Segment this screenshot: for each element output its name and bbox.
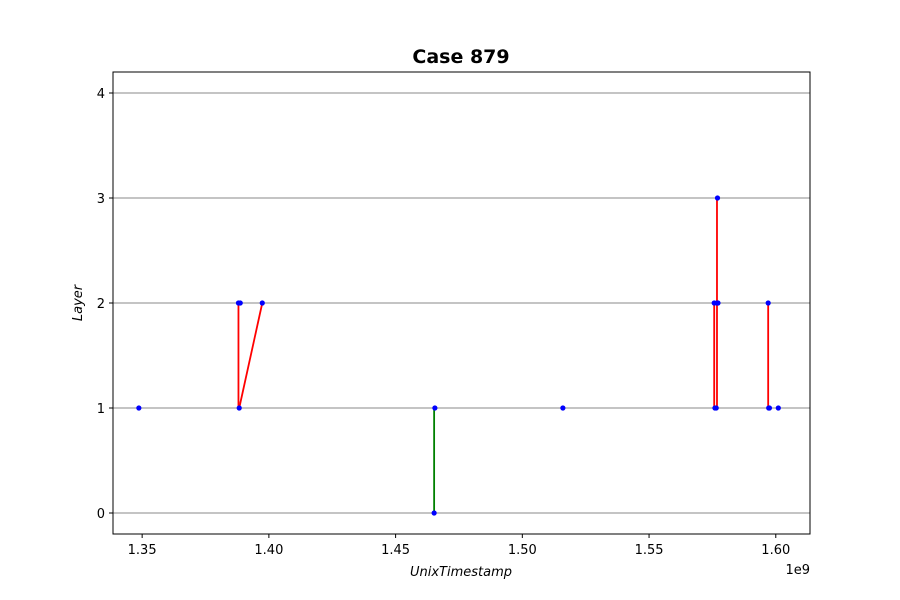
x-tick-label: 1.40 xyxy=(254,543,283,558)
x-tick-label: 1.45 xyxy=(381,543,410,558)
data-point-10 xyxy=(713,405,719,411)
data-point-3 xyxy=(237,300,243,306)
data-point-2 xyxy=(236,405,242,411)
y-tick-label: 4 xyxy=(97,87,105,102)
x-tick-label: 1.50 xyxy=(508,543,537,558)
data-point-12 xyxy=(714,195,721,201)
data-point-17 xyxy=(775,405,781,411)
x-axis-ticks: 1.35 1.40 1.45 1.50 1.55 1.60 xyxy=(128,534,790,558)
data-point-16 xyxy=(766,405,773,411)
x-tick-label: 1.60 xyxy=(761,543,790,558)
y-axis-label: Layer xyxy=(71,283,86,321)
data-point-7 xyxy=(560,405,566,411)
data-point-13 xyxy=(715,300,721,306)
x-tick-label: 1.55 xyxy=(635,543,664,558)
data-point-0 xyxy=(136,405,142,411)
connection-line-1 xyxy=(238,302,264,409)
chart-title: Case 879 xyxy=(412,46,509,68)
data-point-6 xyxy=(432,405,438,411)
data-point-14 xyxy=(765,300,771,306)
x-tick-label: 1.35 xyxy=(128,543,157,558)
connection-lines xyxy=(237,198,770,513)
y-axis-ticks: 0 1 2 3 4 xyxy=(97,87,113,522)
x-axis-label: UnixTimestamp xyxy=(410,565,512,580)
x-axis-offset-label: 1e9 xyxy=(785,563,810,578)
y-tick-label: 2 xyxy=(97,297,105,312)
data-point-4 xyxy=(259,300,265,306)
gridlines xyxy=(113,92,810,514)
y-tick-label: 3 xyxy=(97,192,105,207)
data-points xyxy=(136,195,781,516)
y-tick-label: 1 xyxy=(97,402,105,417)
y-tick-label: 0 xyxy=(97,507,105,522)
data-point-5 xyxy=(431,510,437,516)
